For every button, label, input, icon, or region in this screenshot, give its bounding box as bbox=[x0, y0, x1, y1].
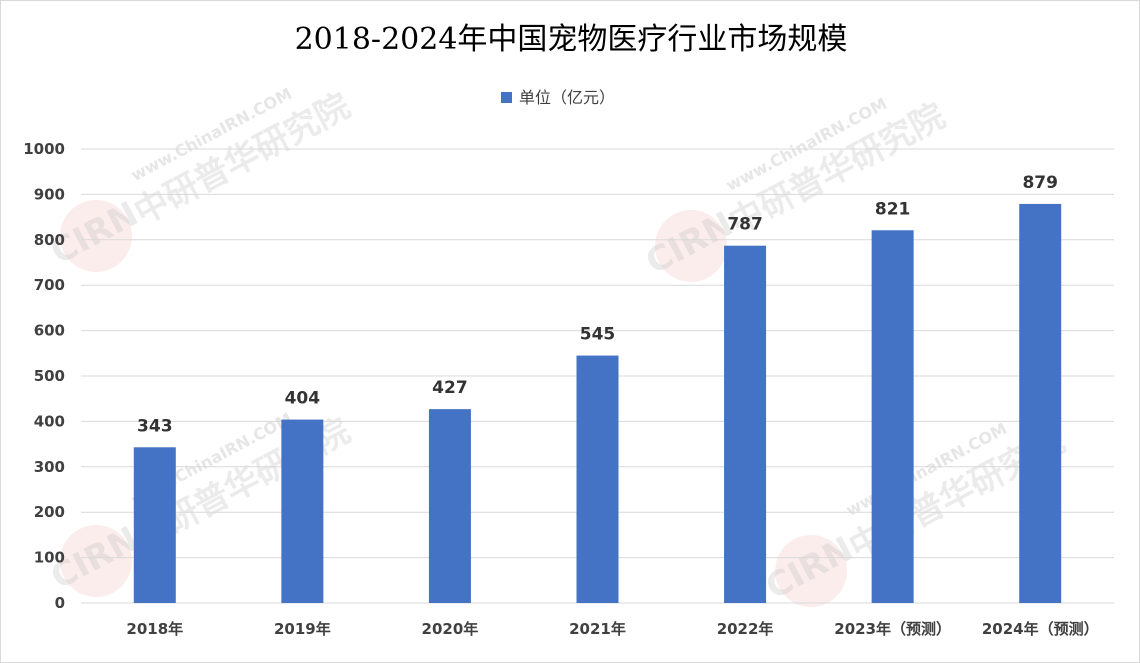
y-tick-label: 1000 bbox=[23, 140, 65, 158]
y-tick-label: 800 bbox=[34, 231, 65, 249]
y-axis-ticks: 0 100 200 300 400 500 600 700 800 900 1000 bbox=[23, 140, 65, 612]
y-tick-label: 500 bbox=[34, 367, 65, 385]
bar bbox=[724, 245, 767, 603]
x-category-label: 2020年 bbox=[422, 620, 479, 638]
bar bbox=[871, 230, 914, 604]
watermark-badge bbox=[775, 535, 847, 607]
y-tick-label: 300 bbox=[34, 458, 65, 476]
bar bbox=[1019, 203, 1062, 603]
data-label: 427 bbox=[432, 378, 468, 398]
watermark-badge bbox=[59, 525, 132, 597]
watermark-layer: CIRN中研普华研究院www.ChinaIRN.COMCIRN中研普华研究院ww… bbox=[44, 84, 1071, 608]
bar bbox=[133, 447, 176, 603]
bar bbox=[428, 409, 471, 603]
bar-series bbox=[133, 203, 1062, 604]
bar bbox=[281, 419, 324, 603]
y-tick-label: 200 bbox=[34, 503, 65, 521]
x-category-label: 2024年（预测） bbox=[982, 620, 1099, 638]
x-category-label: 2019年 bbox=[274, 620, 331, 638]
data-label: 343 bbox=[137, 416, 173, 436]
chart-title: 2018-2024年中国宠物医疗行业市场规模 bbox=[295, 22, 848, 57]
y-tick-label: 900 bbox=[34, 185, 65, 203]
y-tick-label: 0 bbox=[55, 594, 65, 612]
data-label: 545 bbox=[580, 325, 616, 345]
x-category-label: 2021年 bbox=[569, 620, 626, 638]
data-label: 787 bbox=[727, 215, 763, 235]
watermark-badge bbox=[59, 200, 132, 272]
y-tick-label: 100 bbox=[34, 549, 65, 567]
watermark-badge bbox=[655, 210, 727, 282]
data-label: 879 bbox=[1022, 173, 1058, 193]
x-axis-categories: 2018年 2019年 2020年 2021年 2022年 2023年（预测） 2024年（… bbox=[126, 620, 1098, 638]
data-label: 821 bbox=[875, 199, 911, 219]
legend-label: 单位（亿元） bbox=[519, 88, 615, 107]
x-category-label: 2023年（预测） bbox=[834, 620, 951, 638]
x-category-label: 2022年 bbox=[717, 620, 774, 638]
data-labels: 343 404 427 545 787 821 879 bbox=[137, 173, 1058, 436]
y-tick-label: 600 bbox=[34, 322, 65, 340]
legend-swatch bbox=[501, 92, 512, 103]
y-tick-label: 400 bbox=[34, 412, 65, 430]
bar bbox=[576, 355, 619, 603]
legend: 单位（亿元） bbox=[501, 88, 615, 107]
y-tick-label: 700 bbox=[34, 276, 65, 294]
data-label: 404 bbox=[285, 389, 321, 409]
x-category-label: 2018年 bbox=[126, 620, 183, 638]
